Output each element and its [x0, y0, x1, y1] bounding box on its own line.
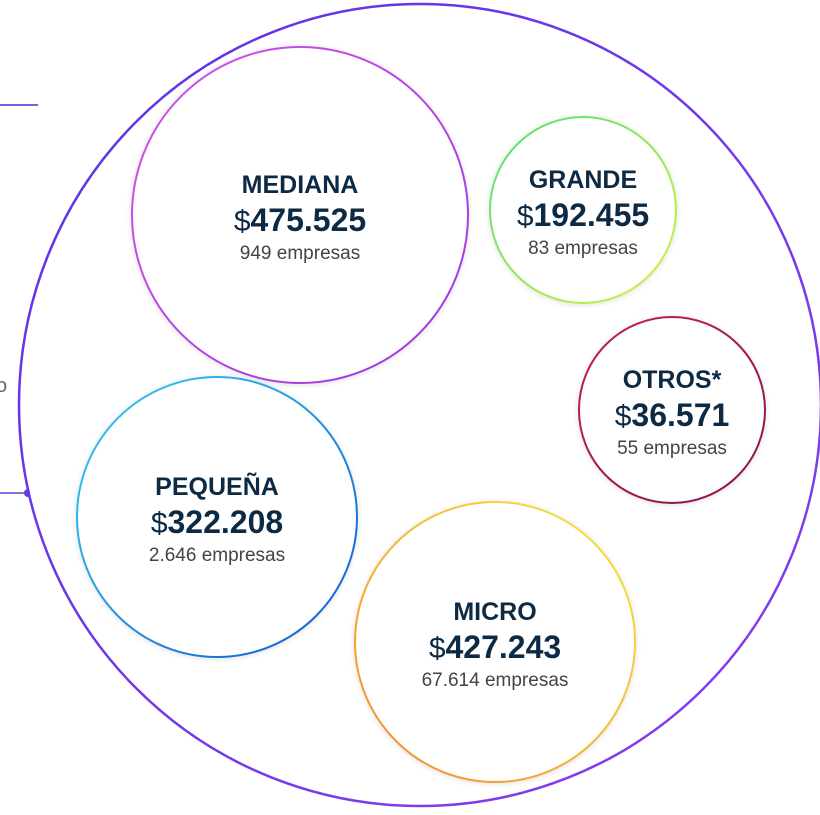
- bubble-count: 949 empresas: [240, 243, 360, 264]
- bubble-amount: $36.571: [615, 397, 730, 433]
- currency: $: [429, 632, 446, 665]
- bubble: [131, 46, 469, 384]
- bubble: [578, 316, 766, 504]
- bubble-amount: $192.455: [517, 197, 649, 233]
- bubble-label: MEDIANA: [242, 171, 359, 199]
- side-text: o: [0, 375, 7, 397]
- currency: $: [234, 205, 251, 238]
- bubble-count: 67.614 empresas: [422, 670, 569, 691]
- amount: 36.571: [631, 397, 729, 433]
- currency: $: [517, 200, 534, 233]
- bubble-count: 55 empresas: [617, 438, 727, 459]
- amount: 475.525: [251, 202, 367, 238]
- bubble-amount: $322.208: [151, 504, 283, 540]
- bubble-label: GRANDE: [529, 166, 637, 194]
- amount: 427.243: [446, 629, 562, 665]
- bubble-label: MICRO: [453, 598, 536, 626]
- amount: 322.208: [168, 504, 284, 540]
- bubble-label: OTROS*: [623, 366, 722, 394]
- bubble-amount: $427.243: [429, 629, 561, 665]
- bubble-count: 2.646 empresas: [149, 545, 285, 566]
- bubble-count: 83 empresas: [528, 238, 638, 259]
- bubble-label: PEQUEÑA: [155, 471, 279, 501]
- bubble: [76, 376, 358, 658]
- currency: $: [615, 400, 632, 433]
- bubble: [489, 116, 677, 304]
- currency: $: [151, 507, 168, 540]
- amount: 192.455: [534, 197, 650, 233]
- bubble-amount: $475.525: [234, 202, 366, 238]
- bubble: [354, 501, 636, 783]
